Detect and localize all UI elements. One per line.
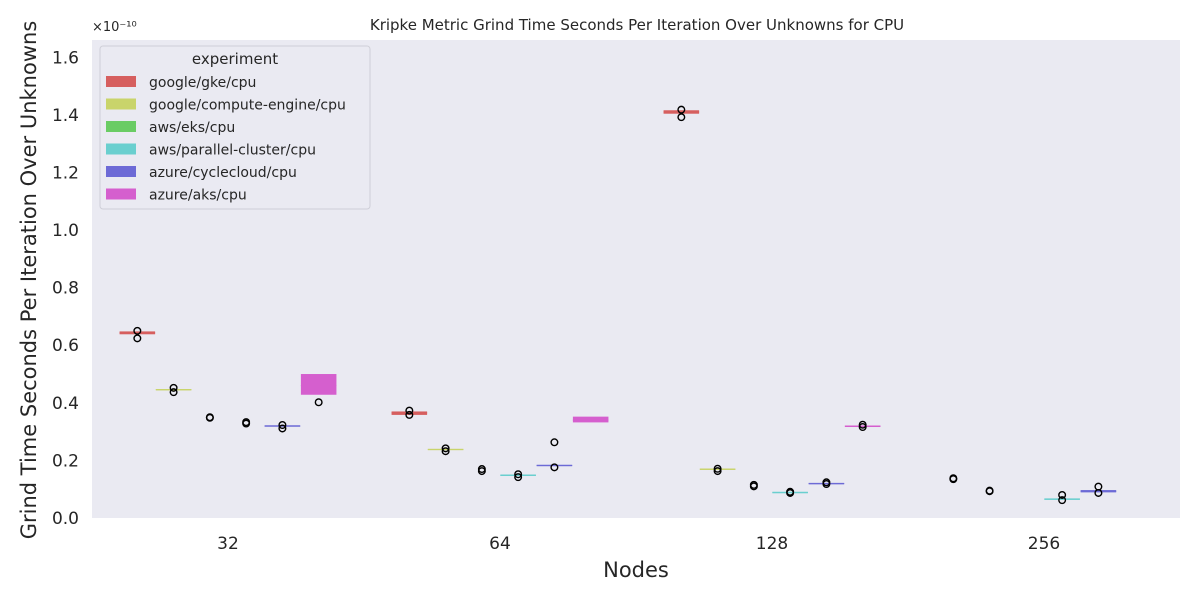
- outlier-point: [278, 424, 287, 433]
- x-axis-label: Nodes: [603, 558, 669, 582]
- outlier-point: [514, 470, 523, 479]
- legend-label: google/gke/cpu: [149, 75, 256, 91]
- outlier-point: [133, 334, 142, 343]
- legend-frame: [99, 45, 371, 210]
- boxes-layer: [119, 105, 1117, 505]
- outlier-point: [1094, 488, 1103, 497]
- y-axis-label: Grind Time Seconds Per Iteration Over Un…: [17, 21, 41, 540]
- outlier-point: [550, 463, 559, 472]
- chart-title: Kripke Metric Grind Time Seconds Per Ite…: [370, 16, 904, 34]
- legend-label: google/compute-engine/cpu: [149, 98, 346, 114]
- legend-items: google/gke/cpu google/compute-engine/cpu a…: [106, 75, 346, 204]
- y-tick-label: 0.0: [52, 509, 79, 529]
- outlier-point: [786, 488, 795, 497]
- outlier-point: [514, 473, 523, 482]
- y-tick-label: 0.4: [52, 394, 79, 414]
- outlier-point: [133, 326, 142, 335]
- legend-label: azure/cyclecloud/cpu: [149, 165, 297, 181]
- outlier-point: [677, 113, 686, 122]
- y-tick-label: 1.4: [52, 106, 79, 126]
- outlier-point: [822, 480, 831, 489]
- y-tick-label: 0.8: [52, 279, 79, 299]
- outlier-point: [314, 398, 323, 407]
- outlier-point: [441, 444, 450, 453]
- legend: experiment google/gke/cpu google/compute-…: [99, 45, 371, 210]
- outlier-point: [858, 420, 867, 429]
- legend-label: azure/aks/cpu: [149, 188, 247, 204]
- outlier-point: [858, 423, 867, 432]
- outlier-point: [1058, 490, 1067, 499]
- y-tick-label: 0.2: [52, 451, 79, 471]
- legend-swatch: [106, 76, 136, 87]
- outlier-point: [169, 388, 178, 397]
- outlier-point: [713, 464, 722, 473]
- outlier-point: [749, 482, 758, 491]
- outlier-point: [242, 419, 251, 428]
- x-tick-label: 32: [217, 534, 239, 554]
- outlier-point: [985, 487, 994, 496]
- legend-swatch: [106, 188, 136, 200]
- outlier-point: [441, 447, 450, 456]
- outlier-point: [278, 420, 287, 429]
- outlier-point: [1058, 496, 1067, 505]
- outlier-point: [405, 410, 414, 419]
- outlier-point: [205, 413, 214, 422]
- x-tick-label: 128: [756, 534, 788, 554]
- legend-swatch: [106, 166, 136, 177]
- box: [300, 374, 337, 395]
- outlier-point: [477, 467, 486, 476]
- y-tick-label: 1.6: [52, 48, 79, 68]
- legend-title: experiment: [192, 50, 278, 68]
- outlier-point: [713, 467, 722, 476]
- y-tick-label: 1.0: [52, 221, 79, 241]
- legend-label: aws/parallel-cluster/cpu: [149, 143, 316, 159]
- outlier-point: [677, 105, 686, 114]
- y-scale-label: ×10⁻¹⁰: [92, 20, 137, 35]
- legend-label: aws/eks/cpu: [149, 120, 235, 136]
- y-axis: 0.0 0.2 0.4 0.6 0.8 1.0 1.2 1.4 1.6: [52, 48, 79, 529]
- legend-swatch: [106, 98, 136, 110]
- legend-swatch: [106, 143, 136, 155]
- y-tick-label: 1.2: [52, 163, 79, 183]
- outlier-point: [949, 475, 958, 484]
- x-tick-label: 64: [489, 534, 511, 554]
- x-axis: 32 64 128 256: [217, 534, 1060, 554]
- legend-swatch: [106, 121, 136, 132]
- y-tick-label: 0.6: [52, 336, 79, 356]
- outlier-point: [405, 406, 414, 415]
- x-tick-label: 256: [1028, 534, 1060, 554]
- outlier-point: [550, 438, 559, 447]
- outlier-point: [169, 383, 178, 392]
